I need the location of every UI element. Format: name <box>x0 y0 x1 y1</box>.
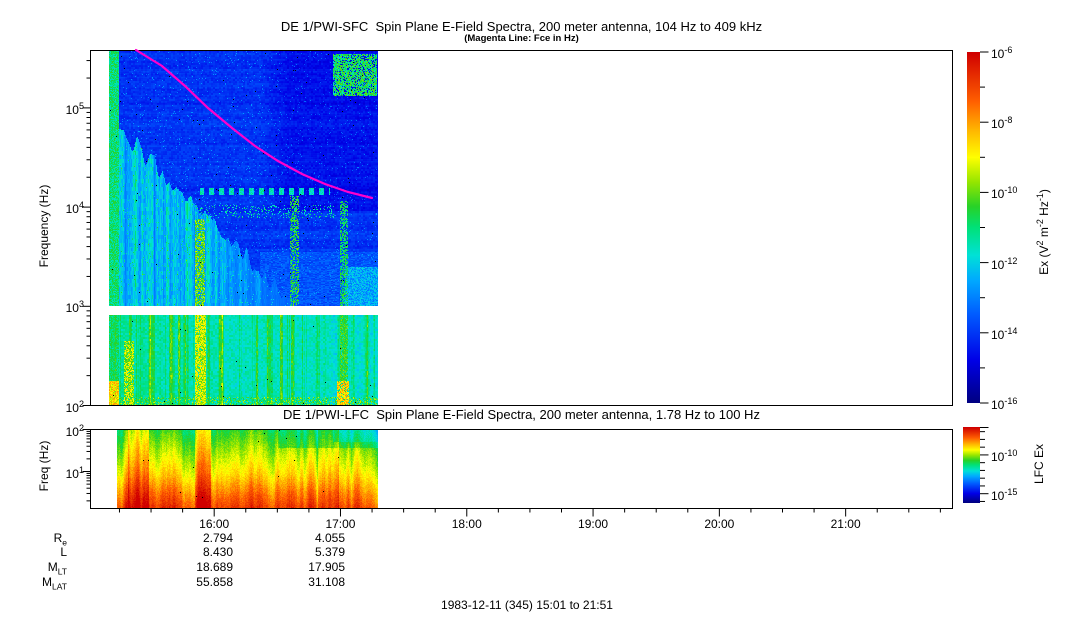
sfc-colorbar <box>967 52 980 403</box>
ephemeris-value: 18.689 <box>196 560 233 574</box>
sfc-y-tick-label: 103 <box>65 299 84 316</box>
ephemeris-value: 8.430 <box>202 545 233 559</box>
x-tick-label: 19:00 <box>578 517 609 531</box>
sfc-y-tick-label: 104 <box>65 200 84 217</box>
lfc-colorbar-tick-label: 10-10 <box>991 447 1018 464</box>
sfc-y-tick-label: 105 <box>65 100 84 117</box>
ephemeris-value: 5.379 <box>314 545 345 559</box>
sfc-colorbar-label: Ex (V2 m-2 Hz-1) <box>1035 189 1051 275</box>
ephemeris-row-label: MLT <box>47 560 67 577</box>
ephemeris-value: 31.108 <box>308 575 345 589</box>
x-tick-label: 21:00 <box>830 517 861 531</box>
lfc-colorbar <box>963 427 980 503</box>
x-tick-label: 20:00 <box>704 517 735 531</box>
sfc-colorbar-tick-label: 10-12 <box>991 255 1018 272</box>
lfc-colorbar-tick-label: 10-15 <box>991 486 1018 503</box>
lfc-colorbar-label: LFC Ex <box>1032 444 1046 485</box>
x-tick-label: 16:00 <box>199 517 230 531</box>
ephemeris-value: 2.794 <box>202 531 233 545</box>
x-tick-label: 18:00 <box>451 517 482 531</box>
x-tick-label: 17:00 <box>325 517 356 531</box>
sfc-colorbar-tick-label: 10-14 <box>991 325 1018 342</box>
sfc-title: DE 1/PWI-SFC Spin Plane E-Field Spectra,… <box>280 19 763 34</box>
ephemeris-row-label: L <box>60 545 67 559</box>
lfc-title: DE 1/PWI-LFC Spin Plane E-Field Spectra,… <box>283 407 760 422</box>
sfc-colorbar-tick-label: 10-10 <box>991 185 1018 202</box>
sfc-colorbar-tick-label: 10-8 <box>991 115 1013 132</box>
sfc-y-tick-label: 102 <box>65 398 84 415</box>
ephemeris-row-label: MLAT <box>42 575 67 592</box>
lfc-y-tick-label: 101 <box>65 464 84 481</box>
sfc-spectrogram-canvas <box>109 51 378 405</box>
footer-date-range: 1983-12-11 (345) 15:01 to 21:51 <box>441 598 613 612</box>
ephemeris-value: 4.055 <box>314 531 345 545</box>
sfc-y-axis-label: Frequency (Hz) <box>37 184 51 268</box>
sfc-colorbar-tick-label: 10-6 <box>991 45 1013 61</box>
ephemeris-value: 55.858 <box>196 575 233 589</box>
ephemeris-value: 17.905 <box>308 560 345 574</box>
sfc-colorbar-tick-label: 10-16 <box>991 396 1018 412</box>
lfc-spectrogram-canvas <box>117 430 378 508</box>
sfc-subtitle: (Magenta Line: Fce in Hz) <box>464 33 579 44</box>
ephemeris-row-label: Re <box>53 531 67 548</box>
lfc-y-tick-label: 102 <box>65 422 84 439</box>
